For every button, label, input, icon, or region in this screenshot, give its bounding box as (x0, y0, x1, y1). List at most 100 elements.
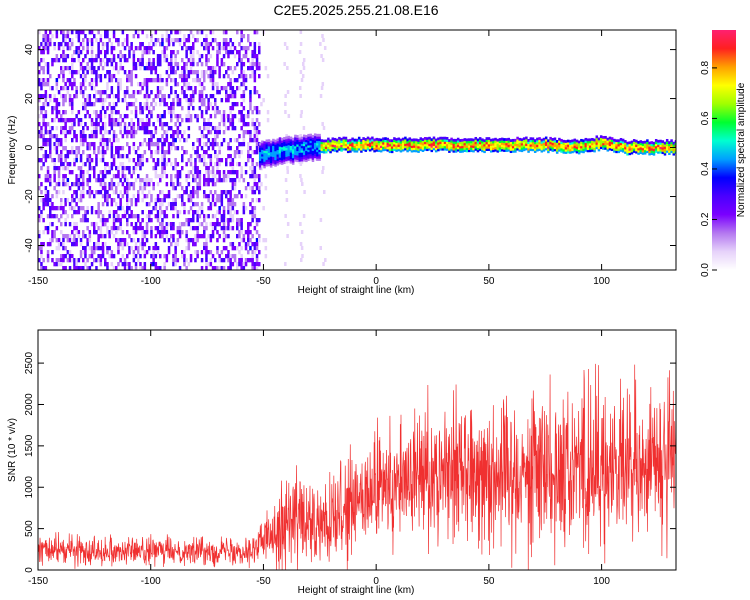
heatmap-cell (214, 82, 217, 87)
heatmap-cell (233, 94, 237, 99)
tick-label: 1000 (24, 476, 35, 499)
heatmap-cell (90, 54, 94, 59)
heatmap-cell (44, 42, 48, 47)
heatmap-cell (322, 139, 326, 143)
heatmap-cell (617, 141, 621, 145)
heatmap-cell (167, 62, 171, 67)
heatmap-cell (77, 118, 81, 123)
heatmap-cell (216, 210, 219, 215)
heatmap-cell (386, 137, 390, 141)
heatmap-cell (55, 86, 59, 91)
heatmap-cell (309, 153, 313, 157)
heatmap-cell (344, 138, 348, 142)
heatmap-cell (97, 42, 100, 47)
heatmap-cell (516, 145, 519, 149)
heatmap-cell (139, 90, 142, 95)
heatmap-cell (189, 58, 193, 63)
heatmap-cell (156, 86, 160, 91)
heatmap-cell (266, 118, 270, 123)
heatmap-cell (71, 238, 74, 243)
heatmap-cell (115, 134, 118, 139)
heatmap-cell (150, 46, 153, 51)
heatmap-cell (165, 258, 169, 263)
heatmap-cell (178, 98, 182, 103)
heatmap-cell (291, 148, 295, 152)
heatmap-cell (540, 145, 544, 149)
heatmap-cell (227, 206, 230, 211)
heatmap-cell (112, 102, 116, 107)
heatmap-cell (156, 54, 160, 59)
heatmap-cell (192, 94, 195, 99)
heatmap-cell (159, 86, 162, 91)
heatmap-cell (145, 66, 149, 71)
heatmap-cell (82, 266, 85, 270)
heatmap-cell (287, 114, 291, 118)
heatmap-cell (584, 140, 588, 143)
heatmap-cell (73, 206, 76, 211)
heatmap-cell (663, 152, 667, 156)
heatmap-cell (207, 98, 210, 103)
heatmap-cell (410, 147, 414, 151)
heatmap-cell (522, 137, 526, 141)
heatmap-cell (137, 122, 140, 127)
heatmap-cell (272, 141, 275, 144)
heatmap-cell (55, 206, 59, 211)
heatmap-cell (527, 150, 530, 153)
heatmap-cell (108, 102, 111, 107)
heatmap-cell (321, 122, 324, 126)
heatmap-cell (82, 170, 85, 175)
heatmap-cell (38, 230, 41, 235)
heatmap-cell (298, 147, 302, 151)
heatmap-cell (216, 82, 219, 87)
heatmap-cell (225, 90, 228, 95)
heatmap-cell (366, 138, 370, 142)
heatmap-cell (128, 198, 131, 203)
heatmap-cell (448, 145, 451, 149)
heatmap-cell (44, 202, 48, 207)
heatmap-cell (189, 198, 193, 203)
heatmap-cell (663, 148, 667, 152)
heatmap-cell (148, 66, 151, 71)
heatmap-cell (170, 90, 173, 95)
heatmap-cell (145, 78, 149, 83)
heatmap-cell (294, 145, 297, 149)
heatmap-cell (233, 182, 237, 187)
heatmap-cell (38, 206, 41, 211)
heatmap-cell (185, 62, 188, 67)
heatmap-cell (247, 154, 250, 159)
heatmap-cell (165, 82, 169, 87)
heatmap-cell (49, 126, 52, 131)
heatmap-cell (487, 143, 491, 147)
heatmap-cell (134, 114, 138, 119)
heatmap-cell (123, 90, 127, 95)
heatmap-cell (500, 146, 504, 150)
heatmap-cell (112, 266, 116, 270)
heatmap-cell (123, 238, 127, 243)
heatmap-cell (183, 250, 186, 255)
heatmap-cell (229, 258, 232, 263)
heatmap-cell (134, 262, 138, 267)
heatmap-cell (222, 170, 226, 175)
heatmap-cell (119, 58, 122, 63)
heatmap-cell (93, 230, 96, 235)
heatmap-cell (49, 154, 52, 159)
heatmap-cell (231, 118, 235, 123)
heatmap-cell (255, 182, 259, 187)
heatmap-cell (172, 106, 175, 111)
heatmap-cell (99, 94, 103, 99)
heatmap-cell (329, 146, 332, 149)
heatmap-cell (207, 58, 210, 63)
heatmap-cell (141, 118, 144, 123)
heatmap-cell (448, 147, 451, 151)
heatmap-cell (176, 102, 180, 107)
heatmap-cell (128, 146, 131, 151)
heatmap-cell (555, 148, 559, 152)
heatmap-cell (86, 206, 89, 211)
heatmap-cell (265, 139, 269, 143)
heatmap-cell (470, 140, 473, 144)
heatmap-cell (225, 254, 228, 259)
heatmap-cell (320, 86, 324, 90)
heatmap-cell (106, 190, 109, 195)
heatmap-cell (665, 141, 669, 145)
heatmap-cell (185, 38, 188, 43)
